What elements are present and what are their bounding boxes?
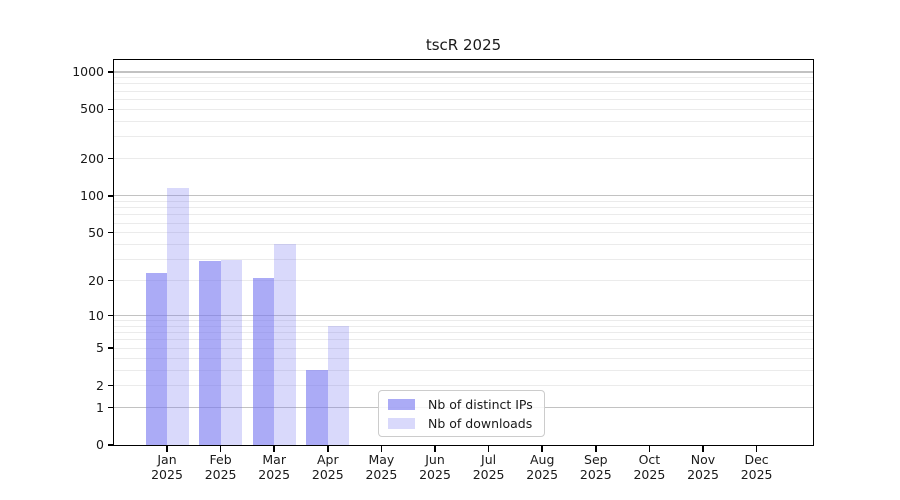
plot-border	[113, 59, 814, 446]
x-tick-jul-2025	[487, 445, 490, 452]
gridline-minor-800	[114, 83, 813, 85]
legend-item-downloads: Nb of downloads	[388, 416, 535, 431]
legend-item-distinct-ips: Nb of distinct IPs	[388, 397, 535, 412]
gridline-minor-300	[114, 136, 813, 138]
x-tick-dec-2025	[755, 445, 758, 452]
gridline-minor-3	[114, 369, 813, 371]
x-tick-label-nov-2025: Nov 2025	[687, 452, 719, 482]
y-tick-200	[107, 157, 114, 160]
x-tick-may-2025	[380, 445, 383, 452]
legend: Nb of distinct IPs Nb of downloads	[378, 390, 545, 437]
gridline-minor-2	[114, 385, 813, 387]
x-tick-label-jul-2025: Jul 2025	[472, 452, 505, 482]
gridline-minor-500	[114, 108, 813, 110]
x-tick-nov-2025	[702, 445, 704, 452]
x-tick-apr-2025	[327, 445, 329, 452]
y-tick-0	[107, 444, 114, 446]
gridline-minor-80	[114, 207, 813, 209]
legend-swatch-distinct-ips	[388, 398, 415, 410]
x-tick-label-jan-2025: Jan 2025	[151, 452, 183, 482]
x-tick-label-oct-2025: Oct 2025	[633, 452, 666, 482]
y-tick-label-1: 1	[96, 399, 104, 415]
x-tick-label-jun-2025: Jun 2025	[419, 452, 451, 482]
y-tick-10	[107, 314, 114, 317]
y-tick-label-100: 100	[80, 187, 104, 203]
gridline-major-100	[114, 195, 813, 197]
gridline-minor-6	[114, 339, 813, 341]
gridline-minor-8	[114, 325, 813, 327]
y-tick-label-5: 5	[96, 340, 104, 356]
bar-nb-of-downloads-feb-2025	[220, 259, 243, 445]
bar-nb-of-distinct-ips-mar-2025	[252, 278, 275, 445]
y-tick-label-0: 0	[96, 437, 104, 452]
legend-label-distinct-ips: Nb of distinct IPs	[428, 396, 533, 412]
chart-title: tscR 2025	[425, 36, 502, 54]
gridline-minor-7	[114, 332, 813, 334]
y-tick-20	[107, 279, 114, 282]
y-tick-label-2: 2	[96, 377, 104, 393]
y-tick-5	[107, 347, 114, 349]
gridline-minor-5	[114, 347, 813, 349]
gridline-minor-40	[114, 243, 813, 245]
x-tick-label-mar-2025: Mar 2025	[258, 452, 291, 482]
y-tick-100	[107, 195, 114, 197]
bar-nb-of-distinct-ips-jan-2025	[145, 273, 167, 445]
gridline-minor-20	[114, 280, 813, 282]
y-tick-label-1000: 1000	[72, 63, 104, 79]
y-tick-1000	[107, 71, 114, 73]
bar-nb-of-distinct-ips-feb-2025	[199, 261, 221, 445]
x-tick-label-feb-2025: Feb 2025	[204, 452, 237, 482]
x-tick-jan-2025	[166, 445, 168, 452]
gridline-minor-200	[114, 158, 813, 160]
gridline-minor-4	[114, 357, 813, 359]
x-tick-label-apr-2025: Apr 2025	[311, 452, 344, 482]
gridline-major-1000	[114, 71, 813, 73]
gridline-minor-90	[114, 200, 813, 202]
x-tick-jun-2025	[434, 445, 436, 452]
bar-nb-of-distinct-ips-apr-2025	[306, 370, 328, 445]
y-tick-500	[107, 108, 114, 111]
x-tick-oct-2025	[648, 445, 651, 452]
gridline-minor-700	[114, 90, 813, 92]
gridline-minor-60	[114, 222, 813, 224]
gridline-minor-400	[114, 120, 813, 122]
gridline-minor-30	[114, 259, 813, 261]
y-tick-label-50: 50	[88, 224, 104, 240]
gridline-minor-600	[114, 98, 813, 100]
x-tick-label-sep-2025: Sep 2025	[579, 452, 612, 482]
x-tick-aug-2025	[541, 445, 543, 452]
x-tick-feb-2025	[219, 445, 222, 452]
x-tick-label-may-2025: May 2025	[365, 452, 398, 482]
y-tick-label-10: 10	[88, 307, 104, 323]
x-tick-label-dec-2025: Dec 2025	[740, 452, 773, 482]
y-tick-50	[107, 231, 114, 234]
y-tick-label-500: 500	[80, 101, 104, 117]
legend-swatch-downloads	[388, 417, 415, 429]
bar-nb-of-downloads-apr-2025	[327, 326, 350, 445]
bar-nb-of-downloads-jan-2025	[167, 188, 189, 445]
bar-nb-of-downloads-mar-2025	[274, 244, 296, 445]
legend-label-downloads: Nb of downloads	[428, 415, 533, 431]
y-tick-1	[107, 406, 114, 409]
y-tick-2	[107, 384, 114, 387]
gridline-minor-70	[114, 214, 813, 216]
gridline-minor-50	[114, 232, 813, 234]
x-tick-mar-2025	[273, 445, 275, 452]
gridline-minor-900	[114, 77, 813, 79]
gridline-minor-9	[114, 320, 813, 322]
gridline-major-10	[114, 314, 813, 317]
x-tick-sep-2025	[595, 445, 597, 452]
x-tick-label-aug-2025: Aug 2025	[526, 452, 559, 482]
y-tick-label-20: 20	[88, 272, 104, 288]
y-tick-label-200: 200	[80, 150, 104, 166]
